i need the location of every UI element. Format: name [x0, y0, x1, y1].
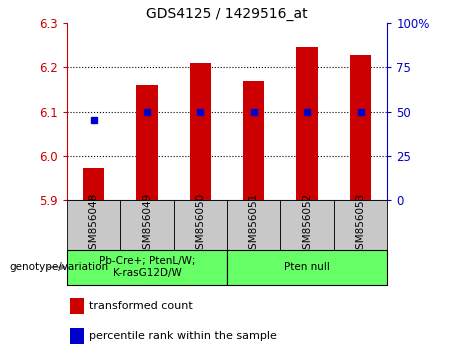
- Bar: [296, 47, 318, 200]
- Bar: [136, 85, 158, 200]
- Text: GSM856048: GSM856048: [89, 193, 99, 256]
- Text: GSM856052: GSM856052: [302, 193, 312, 256]
- Bar: [67, 250, 227, 285]
- Text: GSM856053: GSM856053: [355, 193, 366, 256]
- Bar: [227, 200, 280, 250]
- Text: GSM856050: GSM856050: [195, 193, 205, 256]
- Bar: [83, 168, 104, 200]
- Bar: [334, 200, 387, 250]
- Bar: [280, 200, 334, 250]
- Text: transformed count: transformed count: [89, 301, 193, 311]
- Bar: [67, 200, 120, 250]
- Text: Pten null: Pten null: [284, 262, 330, 272]
- Title: GDS4125 / 1429516_at: GDS4125 / 1429516_at: [146, 7, 308, 21]
- Bar: [174, 200, 227, 250]
- Text: GSM856049: GSM856049: [142, 193, 152, 256]
- Bar: [227, 250, 387, 285]
- Bar: [70, 327, 84, 344]
- Text: genotype/variation: genotype/variation: [9, 262, 108, 272]
- Text: Pb-Cre+; PtenL/W;
K-rasG12D/W: Pb-Cre+; PtenL/W; K-rasG12D/W: [99, 256, 195, 278]
- Text: GSM856051: GSM856051: [249, 193, 259, 256]
- Bar: [350, 55, 371, 200]
- Bar: [189, 63, 211, 200]
- Bar: [120, 200, 174, 250]
- Text: percentile rank within the sample: percentile rank within the sample: [89, 331, 277, 341]
- Bar: [243, 81, 265, 200]
- Bar: [70, 297, 84, 314]
